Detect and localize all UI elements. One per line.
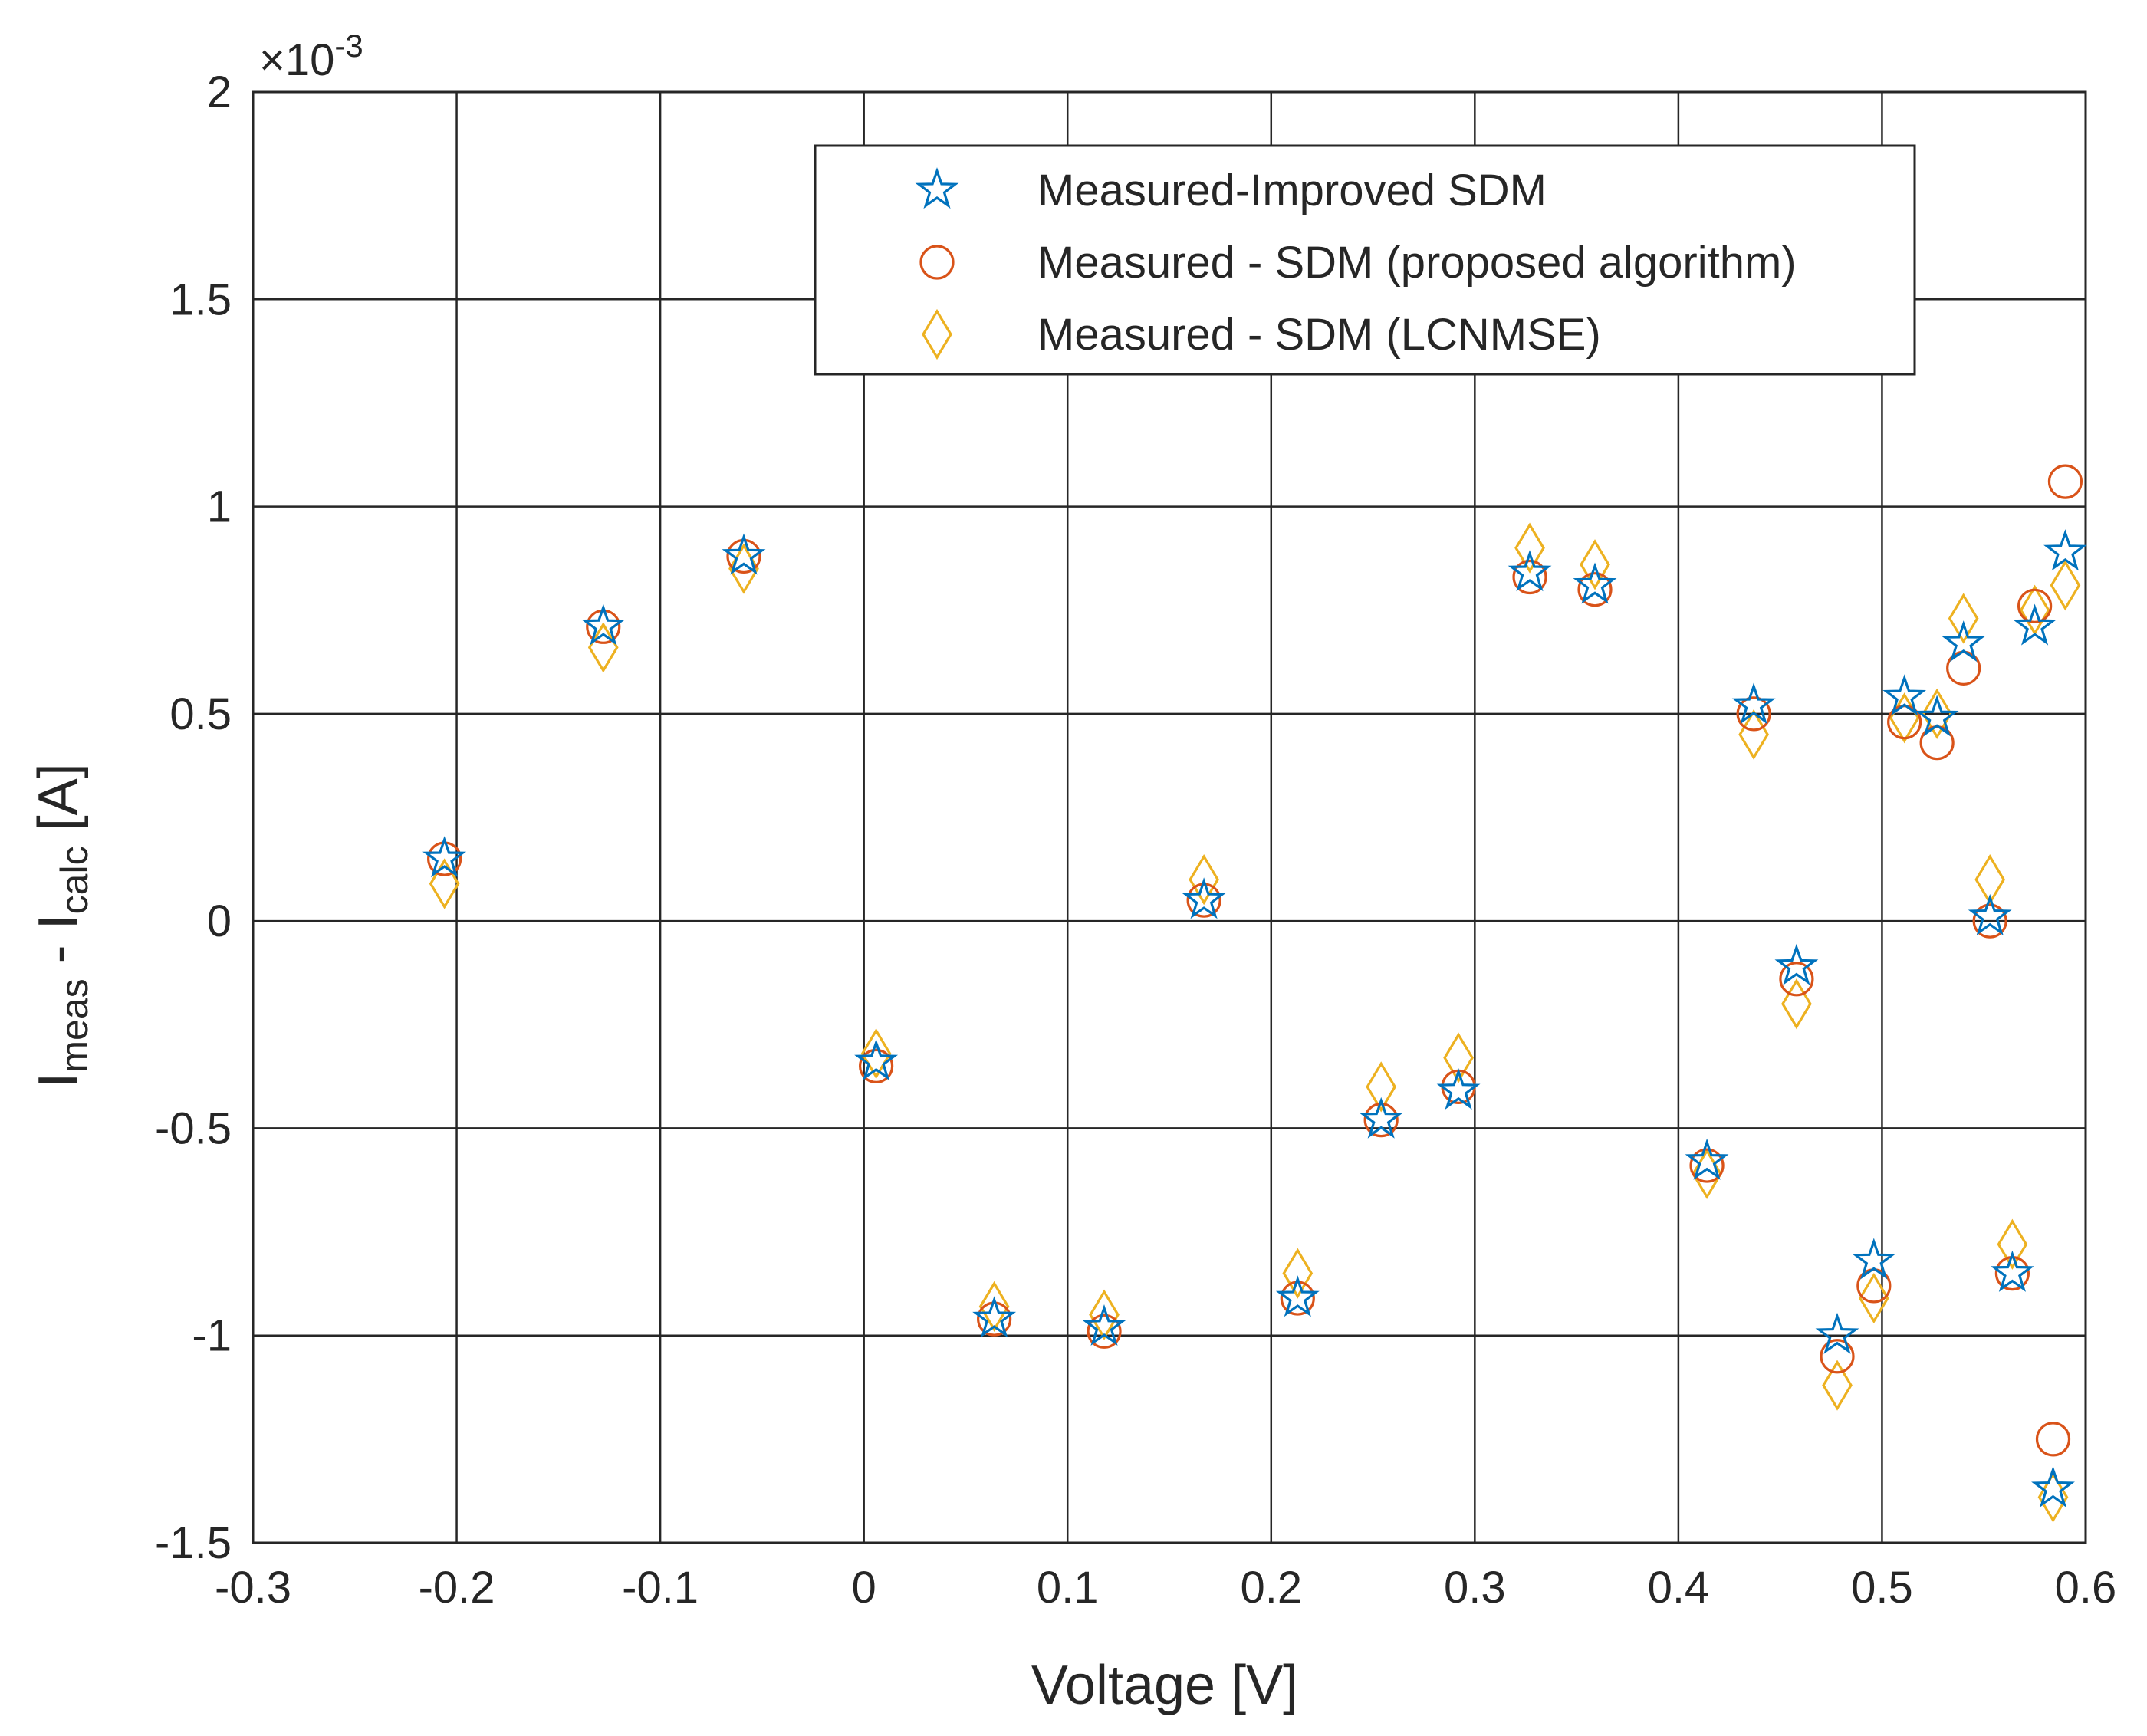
data-point-circle [2047,464,2083,499]
data-point-star [1852,1238,1896,1280]
x-tick-label: 0 [852,1563,876,1613]
legend-label-improved-sdm: Measured-Improved SDM [1037,166,1547,215]
y-tick-label: 2 [207,67,232,117]
y-tick-label: 0 [207,896,232,946]
data-point-diamond [1089,1289,1120,1340]
x-tick-label: 0.4 [1648,1563,1710,1613]
legend-label-lcnmse: Measured - SDM (LCNMSE) [1037,310,1601,360]
y-tick-label: -0.5 [155,1103,232,1153]
y-axis-title: Imeas - Icalc [A] [28,763,96,1087]
data-point-circle [2017,588,2053,623]
data-point-star [1436,1067,1481,1110]
data-point-star [854,1039,899,1081]
data-point-circle [1779,962,1814,997]
data-point-diamond [429,858,460,909]
data-point-star [1990,1250,2034,1292]
y-tick-label: -1.5 [155,1518,232,1568]
data-point-circle [1512,559,1547,595]
data-point-star [1968,893,2012,935]
data-point-star [1275,1275,1320,1317]
data-point-diamond [1858,1272,1889,1324]
data-point-circle [1689,1148,1725,1183]
legend-marker-diamond [922,308,952,360]
data-point-star [581,603,626,646]
data-point-diamond [1443,1032,1474,1083]
data-point-diamond [978,1281,1010,1332]
x-axis-title: Voltage [V] [1031,1655,1298,1716]
x-tick-label: -0.2 [419,1563,495,1613]
data-point-circle [1087,1314,1122,1349]
data-point-star [1508,550,1552,592]
y-tick-label: 0.5 [169,689,232,739]
data-point-diamond [1922,688,1953,739]
data-point-star [422,836,467,878]
data-point-circle [858,1048,894,1083]
data-point-circle [1820,1339,1855,1374]
data-point-star [1731,682,1776,725]
data-point-star [1685,1138,1729,1180]
axes-frame [252,90,2087,1544]
data-point-diamond [1974,853,2006,906]
data-point-diamond [1781,978,1812,1030]
legend: Measured-Improved SDM Measured - SDM (pr… [814,144,1916,376]
x-tick-label: 0.5 [1851,1563,1913,1613]
data-point-diamond [1580,539,1610,590]
data-point-diamond [1997,1218,2028,1270]
data-point-star [1942,620,1986,663]
data-point-diamond [1366,1061,1397,1113]
x-tick-label: 0.2 [1240,1563,1302,1613]
series-star-group [422,529,2087,1507]
y-axis-ticks: -1.5 -1 -0.5 0 0.5 1 1.5 2 [155,67,232,1568]
data-point-circle [1736,696,1771,732]
data-markers [422,464,2087,1523]
data-point-star [2031,1465,2075,1507]
data-point-star [1915,695,1959,737]
data-point-star [1182,877,1226,919]
x-tick-label: 0.6 [2055,1563,2117,1613]
legend-marker-circle [919,245,955,280]
x-tick-label: 0.1 [1037,1563,1099,1613]
data-point-star [1359,1097,1403,1139]
data-point-circle [1972,903,2007,939]
x-tick-label: 0.3 [1444,1563,1506,1613]
data-point-star [1082,1304,1126,1346]
x-tick-label: -0.1 [622,1563,699,1613]
legend-marker-star [915,167,959,209]
data-point-diamond [2050,560,2081,611]
data-point-star [1573,562,1617,604]
data-point-star [722,533,766,575]
legend-label-proposed-algorithm: Measured - SDM (proposed algorithm) [1037,238,1797,288]
data-point-diamond [1948,593,1979,644]
x-tick-label: -0.3 [215,1563,291,1613]
legend-markers [915,167,959,360]
y-tick-label: 1.5 [169,275,232,324]
data-point-star [972,1296,1017,1338]
data-point-star [1774,943,1819,985]
legend-box [814,144,1916,376]
data-point-diamond [1189,853,1220,906]
data-point-star [2043,529,2087,571]
data-point-diamond [1514,522,1545,574]
data-point-diamond [860,1028,892,1080]
data-point-diamond [1822,1360,1853,1411]
data-point-star [1815,1312,1859,1354]
data-point-diamond [1282,1248,1314,1299]
data-point-circle [2035,1422,2071,1457]
data-point-star [2013,603,2057,646]
data-point-star [1882,674,1927,716]
y-tick-label: 1 [207,482,232,532]
y-exponent-label: ×10-3 [259,28,363,85]
data-point-circle [1577,572,1613,607]
y-tick-label: -1 [192,1311,232,1361]
x-axis-ticks: -0.3 -0.2 -0.1 0 0.1 0.2 0.3 0.4 0.5 0.6 [215,1563,2116,1613]
